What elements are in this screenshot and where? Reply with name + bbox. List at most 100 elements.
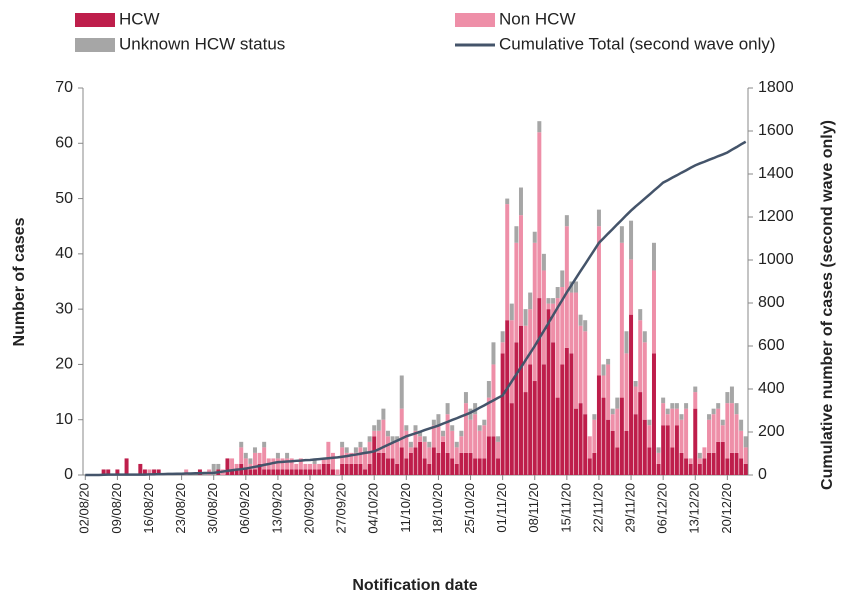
y-tick-label: 70: [55, 79, 73, 96]
bar-segment: [624, 430, 629, 475]
bar-segment: [684, 408, 689, 459]
bar-segment: [252, 469, 257, 475]
bar-segment: [101, 469, 106, 475]
bar-segment: [725, 458, 730, 475]
bar-segment: [716, 441, 721, 475]
bar-segment: [106, 469, 111, 475]
bar-segment: [450, 458, 455, 475]
x-tick-label: 01/11/20: [494, 483, 509, 533]
bar-segment: [670, 403, 675, 409]
bar-segment: [725, 392, 730, 404]
bar-segment: [463, 392, 468, 404]
bar-segment: [509, 303, 514, 321]
bar-segment: [638, 320, 643, 393]
x-tick-label: 18/10/20: [430, 483, 445, 534]
bar-segment: [349, 463, 354, 475]
bar-segment: [496, 441, 501, 459]
bar-segment: [358, 441, 363, 448]
bar-segment: [518, 215, 523, 326]
bar-segment: [381, 419, 386, 453]
bar-segment: [642, 342, 647, 420]
legend-label: Unknown HCW status: [119, 34, 285, 53]
bar-segment: [537, 298, 542, 475]
bar-segment: [294, 463, 299, 470]
bar-segment: [436, 425, 441, 453]
bar-segment: [647, 425, 652, 448]
bar-segment: [353, 463, 358, 475]
bar-segment: [707, 414, 712, 420]
bar-segment: [482, 419, 487, 426]
y2-tick-label: 200: [758, 423, 785, 440]
bar-segment: [390, 458, 395, 475]
bar-segment: [280, 458, 285, 470]
bar-segment: [413, 430, 418, 448]
bar-segment: [317, 463, 322, 470]
bar-segment: [312, 463, 317, 470]
y2-tick-label: 0: [758, 466, 767, 483]
bar-segment: [743, 436, 748, 448]
bar-segment: [693, 386, 698, 393]
bar-segment: [638, 392, 643, 475]
bar-segment: [518, 187, 523, 216]
bar-segment: [450, 430, 455, 459]
bar-segment: [459, 452, 464, 475]
bar-segment: [285, 458, 290, 470]
bar-segment: [587, 436, 592, 459]
bar-segment: [532, 231, 537, 243]
bar-segment: [303, 463, 308, 470]
bar-segment: [569, 353, 574, 475]
bar-segment: [431, 447, 436, 475]
bar-segment: [615, 397, 620, 409]
bar-segment: [610, 414, 615, 431]
bar-segment: [578, 403, 583, 475]
bar-segment: [619, 397, 624, 475]
bar-segment: [408, 447, 413, 453]
x-tick-label: 13/12/20: [687, 483, 702, 534]
bar-segment: [583, 320, 588, 332]
y2-tick-label: 1000: [758, 251, 794, 268]
bar-segment: [262, 469, 267, 475]
bar-segment: [216, 463, 221, 470]
bar-segment: [275, 469, 280, 475]
bar-segment: [243, 458, 248, 470]
bar-segment: [546, 303, 551, 310]
bar-segment: [647, 419, 652, 426]
bar-segment: [152, 469, 157, 475]
bar-segment: [381, 452, 386, 475]
bar-segment: [225, 458, 230, 475]
bar-segment: [344, 452, 349, 464]
bar-segment: [385, 436, 390, 459]
x-tick-label: 06/12/20: [655, 483, 670, 534]
bar-segment: [651, 353, 656, 475]
bar-segment: [610, 408, 615, 415]
bar-segment: [665, 414, 670, 426]
bar-segment: [184, 469, 189, 475]
y-tick-label: 10: [55, 411, 73, 428]
bar-segment: [441, 441, 446, 475]
bar-segment: [656, 463, 661, 475]
bar-segment: [353, 447, 358, 453]
bar-segment: [381, 408, 386, 420]
bar-segment: [243, 469, 248, 475]
bar-segment: [739, 458, 744, 475]
bar-segment: [436, 452, 441, 475]
x-tick-label: 08/11/20: [526, 483, 541, 533]
bar-segment: [454, 463, 459, 475]
bar-segment: [312, 469, 317, 475]
bar-segment: [546, 309, 551, 475]
bar-segment: [651, 242, 656, 271]
x-tick-label: 02/08/20: [77, 483, 92, 534]
bar-segment: [555, 397, 560, 475]
bar-segment: [606, 364, 611, 420]
bar-segment: [629, 314, 634, 475]
bar-segment: [725, 403, 730, 459]
bar-segment: [505, 204, 510, 321]
bar-segment: [266, 469, 271, 475]
bar-segment: [606, 358, 611, 365]
bar-segment: [661, 397, 666, 404]
bar-segment: [459, 436, 464, 453]
y-axis-title: Number of cases: [11, 217, 28, 346]
bar-segment: [372, 425, 377, 431]
bar-segment: [702, 447, 707, 459]
bar-segment: [239, 447, 244, 464]
